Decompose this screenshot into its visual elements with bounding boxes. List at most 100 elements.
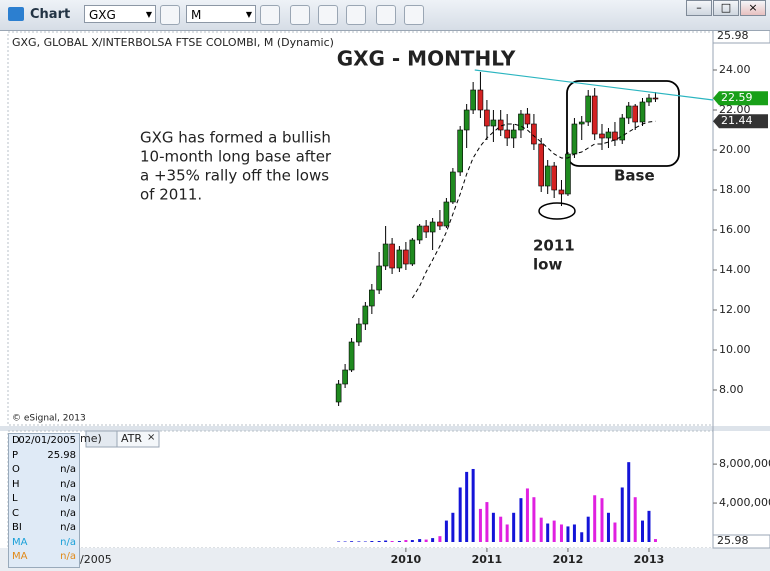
interval: M <box>191 8 202 22</box>
candle-body <box>423 225 429 233</box>
volume-bar <box>377 541 381 542</box>
volume-bar <box>465 471 469 542</box>
candle-body <box>335 383 342 403</box>
info-value: n/a <box>60 551 76 562</box>
volume-bar <box>512 512 516 542</box>
volume-bar <box>600 498 604 542</box>
volume-bar <box>586 516 590 542</box>
candle-body <box>504 129 510 139</box>
y-tick-label: 8,000,000 <box>719 457 770 470</box>
chart-title: GXG - MONTHLY <box>337 47 516 71</box>
volume-bar <box>627 462 631 542</box>
candle-body <box>632 105 639 123</box>
alert-button[interactable] <box>376 5 396 25</box>
info-row: D 02/01/2005 <box>9 434 79 449</box>
symbol-input[interactable]: GXG ▼ <box>84 5 156 23</box>
candle-body <box>551 165 557 191</box>
volume-bar <box>532 497 536 542</box>
candle-body <box>565 153 571 195</box>
candle-body <box>490 119 497 127</box>
volume-bar <box>566 526 570 542</box>
volume-bar <box>491 512 495 542</box>
x-tick-label: 2012 <box>553 553 584 566</box>
candle-body <box>571 123 578 155</box>
volume-bar <box>499 516 503 542</box>
x-tick-label: 2013 <box>634 553 665 566</box>
info-row: MA n/a <box>9 536 79 551</box>
candle-body <box>477 89 484 111</box>
volume-bar <box>485 502 489 542</box>
volume-bar <box>397 541 401 542</box>
candle-body <box>450 171 456 203</box>
y-tick-label: 8.00 <box>719 383 744 396</box>
price-marker <box>713 114 768 129</box>
volume-bar <box>593 495 597 542</box>
candle-body <box>484 109 490 127</box>
draw-button[interactable] <box>318 5 338 25</box>
time-button[interactable] <box>260 5 280 25</box>
volume-bar <box>505 524 509 542</box>
interval-input[interactable]: M ▼ <box>186 5 256 23</box>
info-key: L <box>12 493 18 504</box>
note: GXG has formed a bullish 10-month long b… <box>140 129 332 204</box>
minimize-button[interactable]: – <box>686 0 712 16</box>
x-axis-strip <box>0 548 770 571</box>
low-label: low <box>533 256 562 274</box>
candle-body <box>396 249 403 269</box>
settings-button[interactable] <box>160 5 180 25</box>
candle-body <box>463 109 470 131</box>
volume-bar <box>647 510 651 542</box>
volume-bar <box>451 512 455 542</box>
tab-close[interactable]: × <box>147 432 155 443</box>
base-box <box>566 80 680 167</box>
candle-body <box>470 89 476 111</box>
axis-top-label: 25.98 <box>717 29 749 42</box>
volume-bar <box>559 524 563 542</box>
maximize-button[interactable]: □ <box>713 0 739 16</box>
volume-bar <box>424 539 428 542</box>
volume-bar <box>525 488 529 542</box>
volume-bar <box>350 541 354 542</box>
zoom-button[interactable] <box>290 5 310 25</box>
volume-bar <box>580 532 584 542</box>
volume-bar <box>404 540 408 542</box>
candle-body <box>619 117 626 141</box>
link-button[interactable] <box>404 5 424 25</box>
volume-bar <box>519 498 523 542</box>
info-key: MA <box>12 536 28 548</box>
info-key: P <box>12 449 19 461</box>
candle-body <box>356 323 362 343</box>
close-button[interactable]: × <box>740 0 766 16</box>
note-line: 10-month long base after <box>140 148 332 166</box>
note-line: a +35% rally off the lows <box>140 167 329 185</box>
candle-body <box>544 165 551 187</box>
note-line: of 2011. <box>140 186 202 204</box>
info-value: 25.98 <box>47 449 76 461</box>
y-tick-label: 20.00 <box>719 143 751 156</box>
volume-bar <box>653 539 657 542</box>
play-button[interactable] <box>346 5 366 25</box>
price-marker-label: 21.44 <box>721 114 753 127</box>
candle-body <box>585 95 592 123</box>
volume-bar <box>572 524 576 542</box>
candle-body <box>652 97 659 100</box>
candle-body <box>437 221 443 227</box>
price-marker <box>713 91 768 106</box>
candle-body <box>524 113 531 125</box>
volume-bar <box>620 487 624 542</box>
volume-bar <box>438 536 442 542</box>
y-tick-label: 22.00 <box>719 103 751 116</box>
axis-bottom-box <box>712 534 770 549</box>
info-value: n/a <box>60 478 76 490</box>
candle-body <box>389 243 395 269</box>
tab-label[interactable]: me) <box>80 432 102 445</box>
info-key: O <box>12 464 20 475</box>
tab-label[interactable]: ATR <box>121 432 142 445</box>
candle-body <box>409 239 416 265</box>
tab[interactable] <box>116 430 160 448</box>
info-value: n/a <box>60 493 76 504</box>
volume-bar <box>546 523 550 542</box>
